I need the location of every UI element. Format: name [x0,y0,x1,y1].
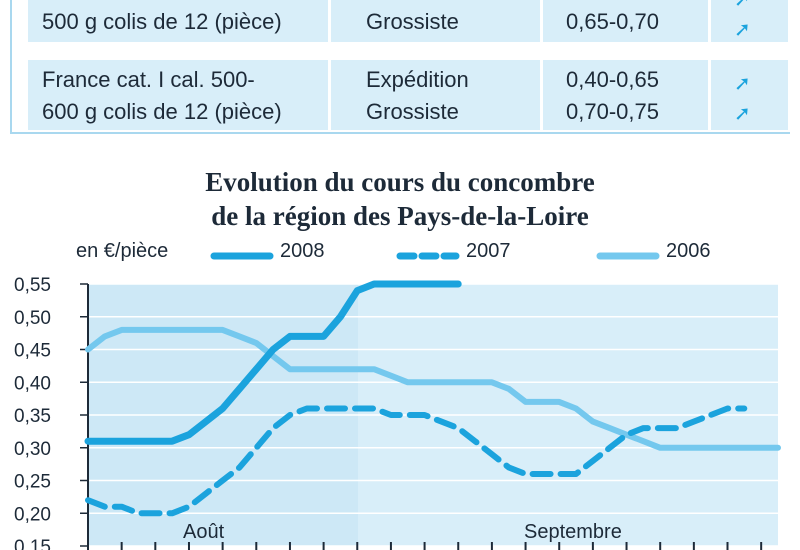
product-line: 600 g colis de 12 (pièce) [42,99,282,124]
table-row: France cat. I cal. 500- 600 g colis de 1… [28,60,788,130]
series-line-2006 [85,326,781,451]
price-chart: Evolution du cours du concombre de la ré… [0,152,800,550]
y-tick-label: 0,40 [14,373,51,394]
y-tick-label: 0,55 [14,275,51,296]
stage-label: Expédition [366,67,469,92]
legend-label-2008: 2008 [280,240,325,262]
trend-up-icon: ➚ [734,0,751,11]
stage-label: Grossiste [366,99,459,124]
product-line: 500 g colis de 12 (pièce) [42,9,282,34]
legend-label-2006: 2006 [666,240,711,262]
x-period-label-septembre: Septembre [524,521,622,543]
series-line-2008 [84,280,462,445]
legend-label-2007: 2007 [466,240,511,262]
y-axis-unit: en €/pièce [76,240,169,262]
column-divider [328,60,331,130]
price-range: 0,65-0,70 [566,9,659,34]
trend-up-icon: ➚ [734,19,751,41]
legend-swatches [210,252,660,260]
product-line: France cat. I cal. 500- [42,67,255,92]
plot-area: 0,55 0,50 0,45 0,40 0,35 0,30 0,25 0,20 0,15 Août… [14,275,781,550]
column-divider [708,60,711,130]
trend-up-icon: ➚ [734,103,751,125]
y-tick-label: 0,20 [14,504,51,525]
trend-up-icon: ➚ [734,73,751,95]
y-tick-label: 0,25 [14,472,51,493]
column-divider [328,0,331,42]
y-tick-label: 0,45 [14,341,51,362]
y-tick-label: 0,50 [14,308,51,329]
y-tick-label: 0,35 [14,406,51,427]
stage-label: Grossiste [366,9,459,34]
column-divider [540,0,543,42]
price-range: 0,40-0,65 [566,67,659,92]
price-range: 0,70-0,75 [566,99,659,124]
table-row: 500 g colis de 12 (pièce) Grossiste 0,65… [28,0,788,42]
y-tick-label: 0,15 [14,537,51,550]
series-line-2007 [85,405,748,517]
y-tick-label: 0,30 [14,439,51,460]
price-table: 500 g colis de 12 (pièce) Grossiste 0,65… [0,0,800,138]
chart-subtitle: de la région des Pays-de-la-Loire [211,201,589,231]
column-divider [708,0,711,42]
chart-title: Evolution du cours du concombre [205,167,595,197]
column-divider [540,60,543,130]
x-period-label-aout: Août [183,521,225,543]
table-left-border [10,0,12,132]
table-bottom-border [10,132,790,134]
